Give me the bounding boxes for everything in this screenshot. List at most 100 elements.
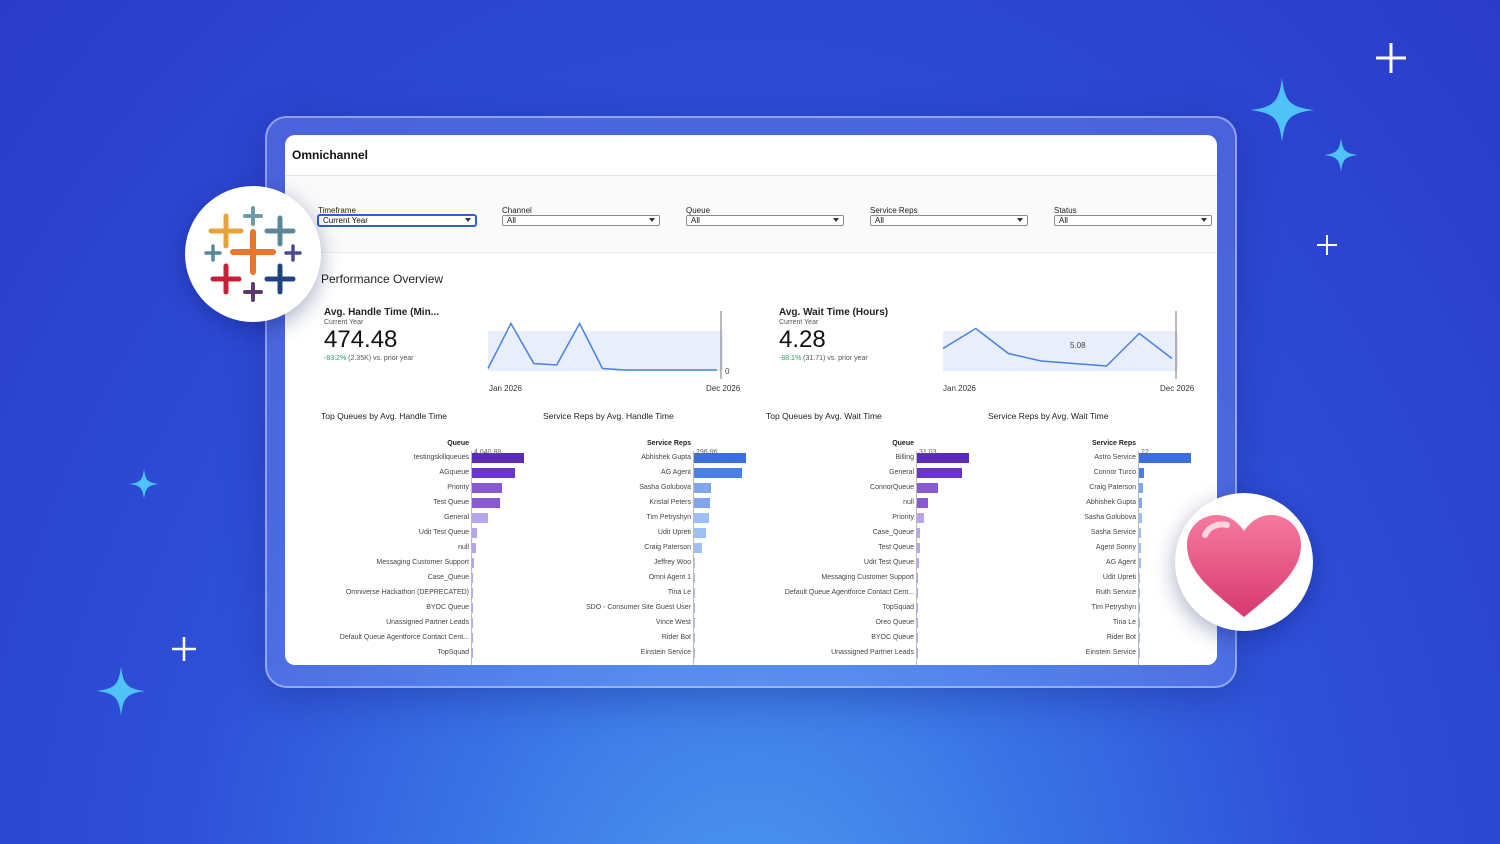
- bar[interactable]: [1139, 483, 1143, 493]
- plus-icon: [1317, 235, 1337, 255]
- bar[interactable]: [917, 618, 918, 628]
- bar[interactable]: [917, 483, 938, 493]
- bar[interactable]: [917, 648, 918, 658]
- bar[interactable]: [472, 453, 524, 463]
- bar[interactable]: [1139, 498, 1143, 508]
- bar-label: Einstein Service: [640, 649, 691, 656]
- bar[interactable]: [694, 513, 709, 523]
- kpi-change-pct: -88.1%: [779, 355, 802, 362]
- bar[interactable]: [694, 618, 695, 628]
- dashboard-screen: Omnichannel Timeframe Current Year Chann…: [285, 135, 1217, 665]
- bar[interactable]: [1139, 618, 1140, 628]
- trend-line: [942, 327, 1173, 367]
- select-value: All: [507, 216, 516, 225]
- header-bar: Omnichannel: [285, 135, 1217, 176]
- bar[interactable]: [1139, 633, 1140, 643]
- bar[interactable]: [472, 468, 516, 478]
- trend-end-label: 0: [725, 367, 730, 376]
- bar[interactable]: [917, 603, 918, 613]
- bar[interactable]: [917, 513, 925, 523]
- bar-label: Abhishek Gupta: [1086, 499, 1136, 506]
- bar[interactable]: [1139, 543, 1141, 553]
- bar[interactable]: [472, 603, 473, 613]
- kpi-title: Avg. Handle Time (Min...: [324, 307, 440, 318]
- bar[interactable]: [917, 588, 919, 598]
- queue-select[interactable]: All: [686, 215, 844, 226]
- bar[interactable]: [917, 573, 919, 583]
- bar-chart-header: Queue: [447, 440, 469, 447]
- bar-chart-title: Service Reps by Avg. Wait Time: [988, 411, 1109, 421]
- bar[interactable]: [694, 648, 695, 658]
- trend-end-label: 5.08: [1070, 341, 1086, 350]
- bar[interactable]: [694, 588, 695, 598]
- select-value: Current Year: [323, 216, 368, 225]
- bar[interactable]: [1139, 468, 1145, 478]
- performance-panel: [307, 252, 1217, 665]
- bar-label: Tina Le: [1112, 619, 1136, 626]
- chevron-down-icon: [833, 218, 839, 222]
- bar-label: Vince West: [655, 619, 691, 626]
- bar-label: AG Agent: [1106, 559, 1136, 566]
- bar[interactable]: [1139, 513, 1142, 523]
- filter-label: Status: [1054, 206, 1077, 215]
- bar-label: General: [889, 469, 914, 476]
- bar[interactable]: [1139, 528, 1142, 538]
- bar[interactable]: [917, 558, 919, 568]
- bar[interactable]: [472, 513, 489, 523]
- bar[interactable]: [472, 648, 473, 658]
- bar[interactable]: [694, 453, 746, 463]
- bar[interactable]: [472, 543, 477, 553]
- bar[interactable]: [472, 633, 473, 643]
- bar-axis: [916, 451, 917, 665]
- axis-start-label: Jan 2026: [943, 384, 976, 393]
- bar[interactable]: [1139, 573, 1141, 583]
- bar[interactable]: [694, 483, 711, 493]
- bar[interactable]: [472, 588, 473, 598]
- bar[interactable]: [694, 558, 695, 568]
- chevron-down-icon: [1017, 218, 1023, 222]
- channel-select[interactable]: All: [502, 215, 660, 226]
- bar-label: Astro Service: [1094, 454, 1136, 461]
- bar[interactable]: [694, 498, 710, 508]
- bar[interactable]: [917, 528, 921, 538]
- bar[interactable]: [472, 498, 500, 508]
- bar-value-label: 4,040.88: [474, 449, 502, 456]
- bar[interactable]: [1139, 648, 1140, 658]
- bar-label: Connor Turco: [1093, 469, 1136, 476]
- axis-end-label: Dec 2026: [1160, 384, 1195, 393]
- bar[interactable]: [472, 483, 502, 493]
- heart-icon: [1187, 515, 1301, 617]
- filter-label: Service Reps: [870, 206, 918, 215]
- bar-value-label: 22: [1141, 449, 1149, 456]
- kpi-change: -83.2% (2.35K) vs. prior year: [324, 355, 474, 362]
- bar-label: Agent Sonny: [1095, 544, 1136, 551]
- bar-label: Rider Bot: [1106, 634, 1136, 641]
- bar[interactable]: [1139, 453, 1191, 463]
- bar[interactable]: [917, 468, 962, 478]
- bar[interactable]: [694, 528, 707, 538]
- filter-label: Timeframe: [318, 206, 356, 215]
- bar[interactable]: [472, 528, 478, 538]
- bar[interactable]: [917, 453, 969, 463]
- status-select[interactable]: All: [1054, 215, 1212, 226]
- bar[interactable]: [1139, 603, 1141, 613]
- bar[interactable]: [694, 603, 695, 613]
- bar[interactable]: [694, 468, 743, 478]
- kpi-period: Current Year: [779, 319, 819, 326]
- bar[interactable]: [917, 498, 929, 508]
- bar-label: Craig Paterson: [1089, 484, 1136, 491]
- bar[interactable]: [472, 558, 474, 568]
- bar[interactable]: [917, 633, 918, 643]
- bar[interactable]: [694, 573, 695, 583]
- timeframe-select[interactable]: Current Year: [318, 215, 476, 226]
- bar-label: testingskillqueues: [413, 454, 469, 461]
- bar[interactable]: [472, 618, 473, 628]
- service-reps-select[interactable]: All: [870, 215, 1028, 226]
- bar[interactable]: [917, 543, 920, 553]
- bar[interactable]: [1139, 558, 1141, 568]
- bar[interactable]: [472, 573, 474, 583]
- bar[interactable]: [694, 543, 703, 553]
- bar-label: Sasha Golubova: [1084, 514, 1136, 521]
- bar[interactable]: [694, 633, 695, 643]
- bar[interactable]: [1139, 588, 1141, 598]
